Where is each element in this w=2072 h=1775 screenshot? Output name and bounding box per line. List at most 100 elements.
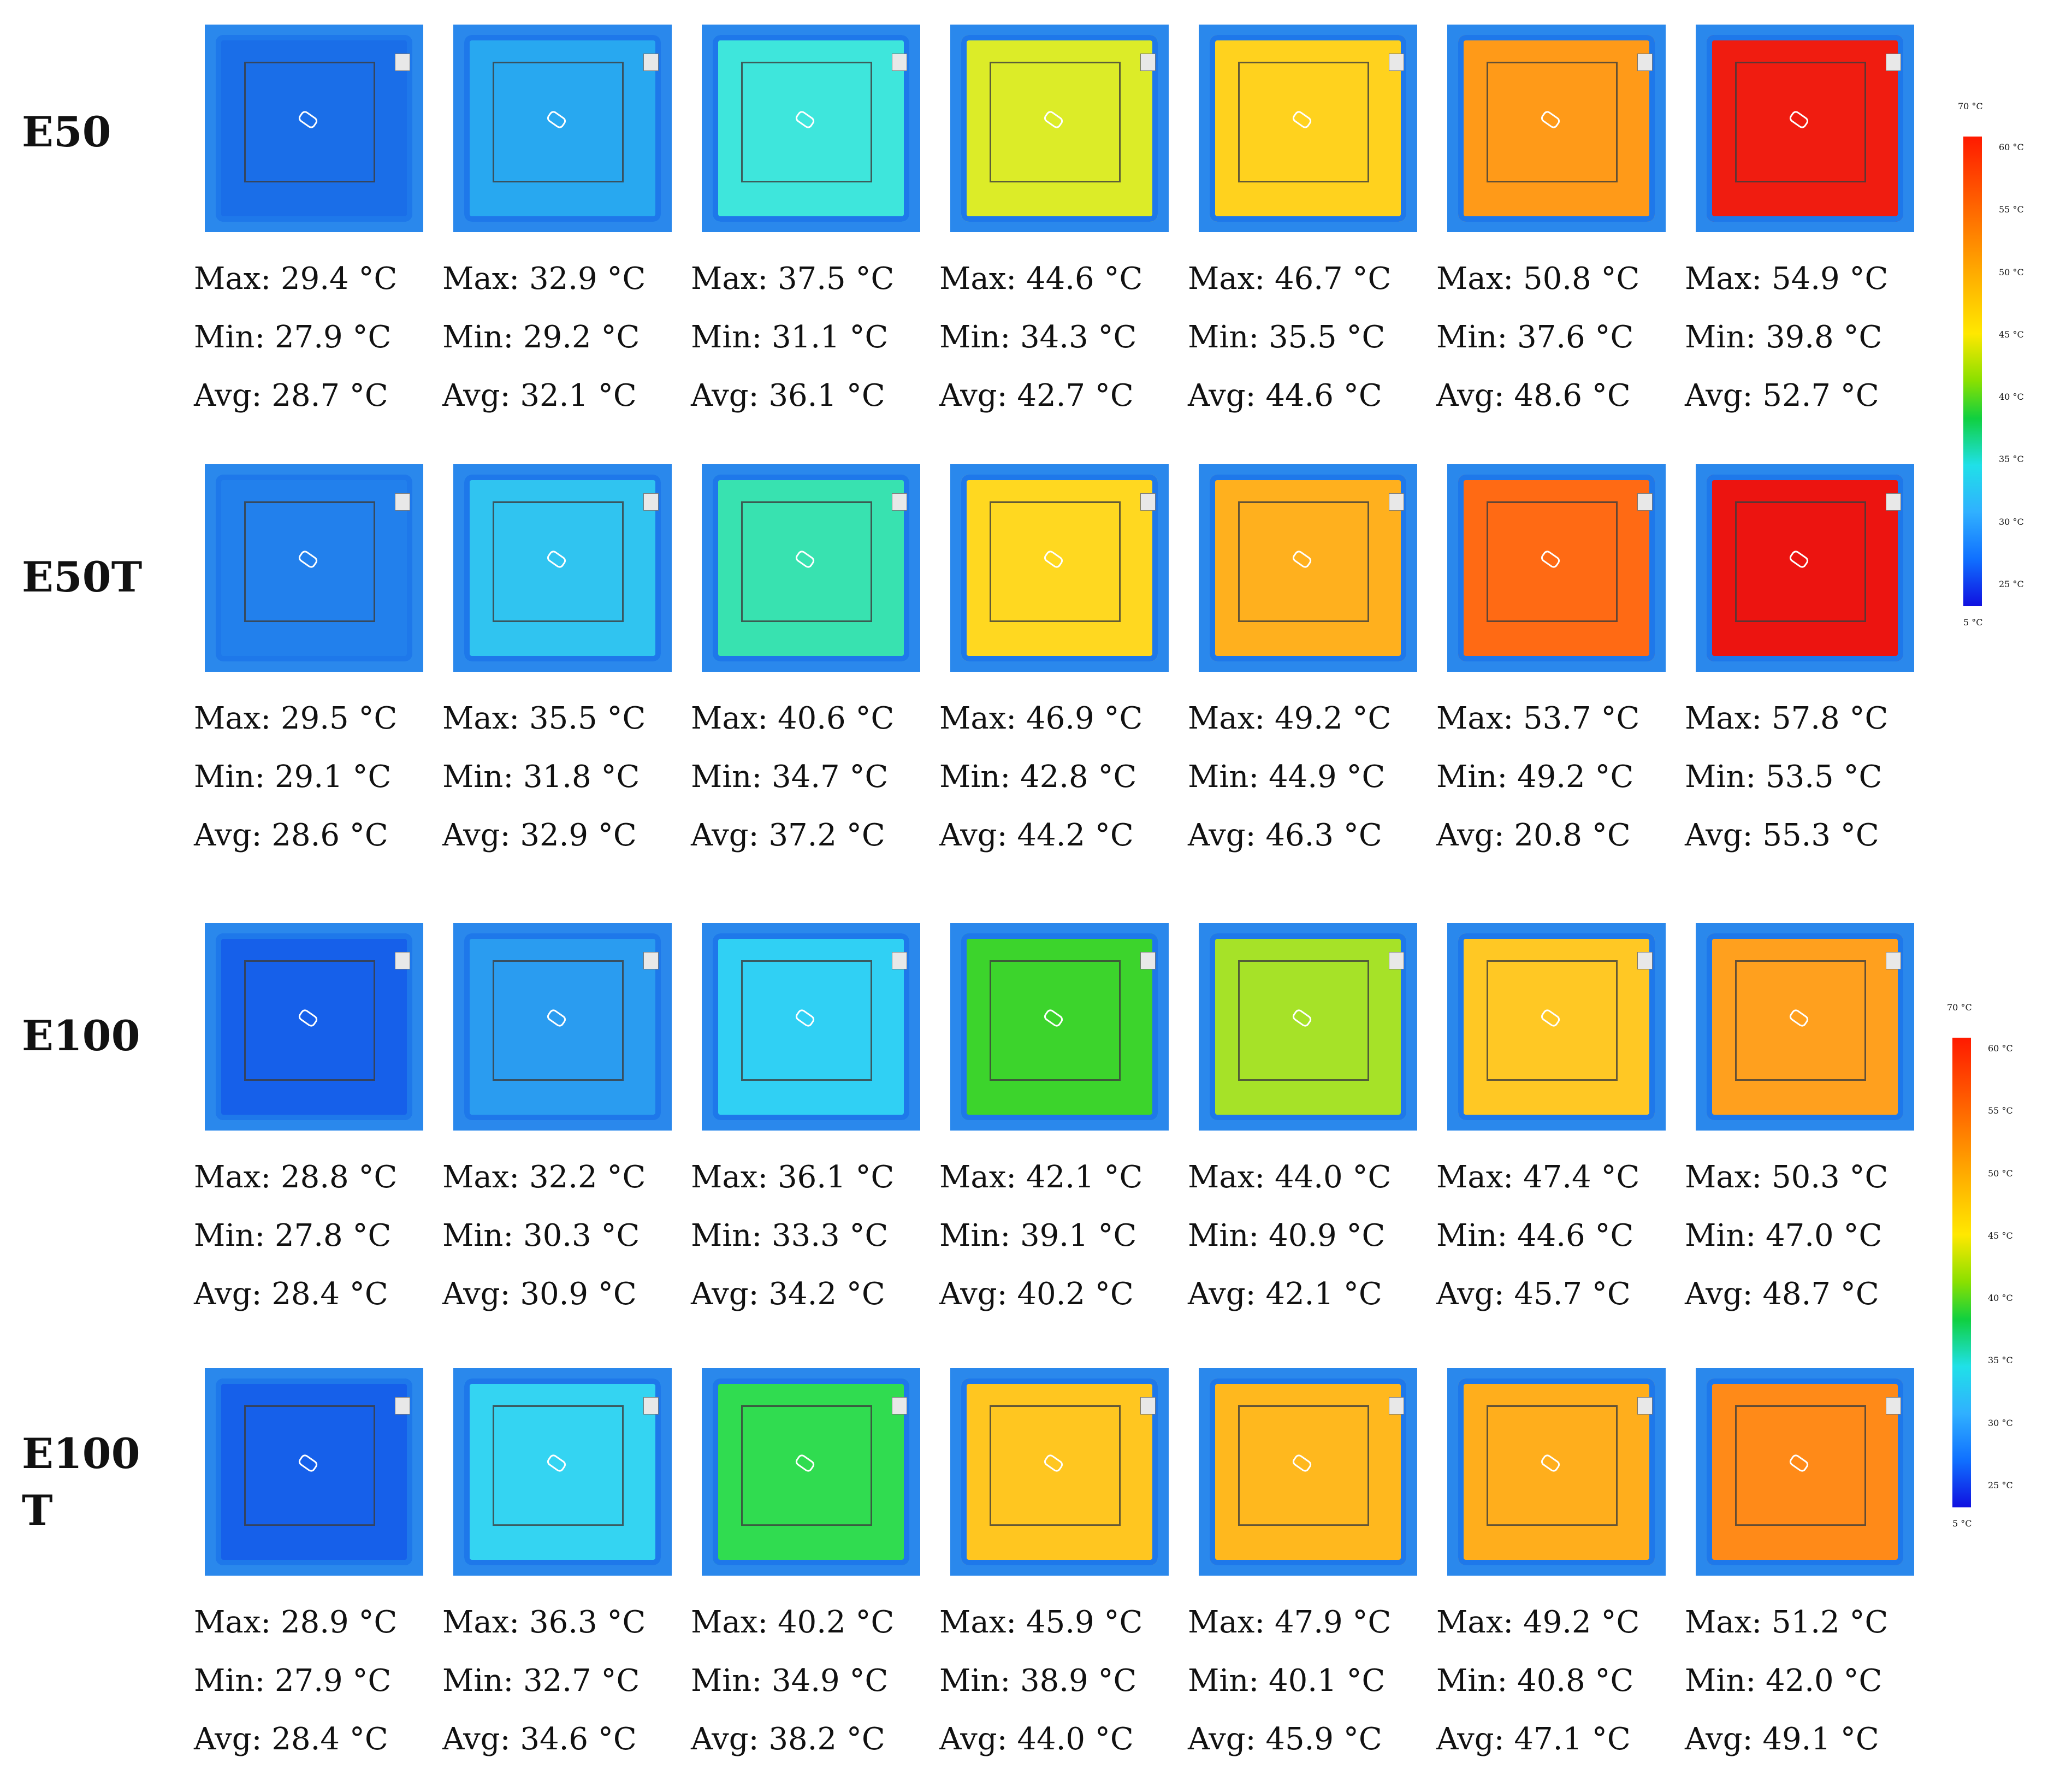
scale-tag-icon — [1637, 952, 1653, 970]
thermal-image — [1447, 1368, 1666, 1576]
thermal-image — [205, 923, 423, 1131]
heated-plate — [1707, 475, 1903, 661]
stat-max: Max: 40.2 °C — [691, 1605, 895, 1640]
stat-max: Max: 47.4 °C — [1436, 1159, 1640, 1195]
stat-max: Max: 51.2 °C — [1685, 1605, 1889, 1640]
measurement-box — [1735, 960, 1866, 1081]
stat-max: Max: 44.6 °C — [939, 261, 1143, 297]
legend-tick-label: 40 °C — [1988, 1293, 2013, 1304]
scale-tag-icon — [1389, 493, 1404, 511]
legend-tick-label: 45 °C — [1999, 329, 2024, 340]
scale-tag-icon — [1886, 493, 1901, 511]
stat-avg: Avg: 37.2 °C — [691, 818, 885, 853]
heated-plate — [464, 1378, 661, 1565]
stat-min: Min: 35.5 °C — [1188, 319, 1386, 355]
stat-min: Min: 47.0 °C — [1685, 1218, 1882, 1253]
scale-tag-icon — [1140, 54, 1156, 72]
legend-tick-label: 25 °C — [1999, 579, 2024, 589]
heated-plate — [1210, 35, 1406, 222]
measurement-box — [244, 62, 375, 182]
scale-tag-icon — [643, 952, 659, 970]
measurement-box — [990, 501, 1121, 622]
stat-avg: Avg: 30.9 °C — [442, 1276, 637, 1312]
heated-plate — [713, 35, 909, 222]
measurement-box — [1487, 1405, 1618, 1526]
stat-max: Max: 40.6 °C — [691, 701, 895, 736]
stat-max: Max: 50.3 °C — [1685, 1159, 1889, 1195]
row-label: E100 — [22, 1011, 140, 1060]
scale-tag-icon — [1886, 952, 1901, 970]
thermal-image — [702, 923, 920, 1131]
scale-tag-icon — [892, 952, 907, 970]
thermal-image — [205, 464, 423, 672]
scale-tag-icon — [395, 1397, 410, 1415]
stat-avg: Avg: 28.7 °C — [194, 378, 388, 413]
measurement-box — [493, 960, 624, 1081]
measurement-box — [1238, 501, 1369, 622]
legend-tick-label: 25 °C — [1988, 1480, 2013, 1490]
heated-plate — [216, 933, 412, 1120]
measurement-box — [1487, 62, 1618, 182]
thermal-image — [1696, 25, 1914, 232]
legend-min-label: 5 °C — [1952, 1518, 1972, 1529]
stat-min: Min: 34.9 °C — [691, 1663, 889, 1699]
stat-min: Min: 37.6 °C — [1436, 319, 1634, 355]
heated-plate — [961, 933, 1158, 1120]
stat-avg: Avg: 28.6 °C — [194, 818, 388, 853]
measurement-box — [244, 501, 375, 622]
legend-tick-label: 50 °C — [1988, 1168, 2013, 1179]
stat-min: Min: 40.1 °C — [1188, 1663, 1386, 1699]
scale-tag-icon — [1140, 493, 1156, 511]
measurement-box — [741, 960, 872, 1081]
measurement-box — [1238, 960, 1369, 1081]
stat-max: Max: 29.4 °C — [194, 261, 398, 297]
scale-tag-icon — [1886, 54, 1901, 72]
stat-max: Max: 32.2 °C — [442, 1159, 646, 1195]
scale-tag-icon — [1637, 1397, 1653, 1415]
stat-min: Min: 33.3 °C — [691, 1218, 889, 1253]
heated-plate — [216, 475, 412, 661]
stat-max: Max: 50.8 °C — [1436, 261, 1640, 297]
stat-avg: Avg: 34.6 °C — [442, 1721, 637, 1757]
row-label: E50 — [22, 108, 111, 156]
measurement-box — [1735, 501, 1866, 622]
heated-plate — [216, 35, 412, 222]
stat-avg: Avg: 32.1 °C — [442, 378, 637, 413]
stat-avg: Avg: 42.1 °C — [1188, 1276, 1382, 1312]
scale-tag-icon — [1140, 1397, 1156, 1415]
stat-max: Max: 46.9 °C — [939, 701, 1143, 736]
legend-tick-label: 40 °C — [1999, 392, 2024, 403]
scale-tag-icon — [643, 54, 659, 72]
stat-avg: Avg: 42.7 °C — [939, 378, 1134, 413]
measurement-box — [1487, 501, 1618, 622]
legend-tick-label: 50 °C — [1999, 267, 2024, 277]
stat-avg: Avg: 44.0 °C — [939, 1721, 1134, 1757]
thermal-image — [950, 25, 1169, 232]
stat-max: Max: 49.2 °C — [1188, 701, 1392, 736]
heated-plate — [1458, 35, 1655, 222]
thermal-image — [950, 923, 1169, 1131]
thermal-image — [453, 923, 672, 1131]
stat-min: Min: 42.8 °C — [939, 759, 1137, 795]
stat-min: Min: 40.8 °C — [1436, 1663, 1634, 1699]
stat-min: Min: 31.8 °C — [442, 759, 640, 795]
heated-plate — [1210, 933, 1406, 1120]
stat-avg: Avg: 40.2 °C — [939, 1276, 1134, 1312]
stat-avg: Avg: 55.3 °C — [1685, 818, 1879, 853]
thermal-image — [1199, 1368, 1417, 1576]
scale-tag-icon — [1637, 54, 1653, 72]
legend-tick-label: 45 °C — [1988, 1230, 2013, 1241]
thermal-image — [1199, 464, 1417, 672]
legend-tick-label: 35 °C — [1988, 1355, 2013, 1366]
measurement-box — [990, 62, 1121, 182]
thermal-image — [1199, 25, 1417, 232]
stat-avg: Avg: 47.1 °C — [1436, 1721, 1631, 1757]
stat-min: Min: 31.1 °C — [691, 319, 889, 355]
color-scale-bar — [1952, 1038, 1971, 1507]
heated-plate — [1707, 1378, 1903, 1565]
measurement-box — [493, 1405, 624, 1526]
scale-tag-icon — [395, 493, 410, 511]
measurement-box — [990, 960, 1121, 1081]
stat-max: Max: 28.8 °C — [194, 1159, 398, 1195]
stat-avg: Avg: 44.6 °C — [1188, 378, 1382, 413]
